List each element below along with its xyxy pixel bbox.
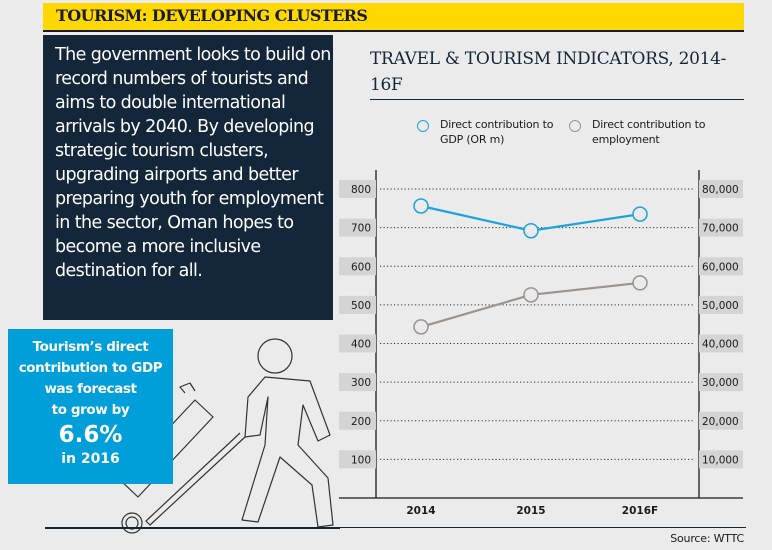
- section-header: TOURISM: DEVELOPING CLUSTERS: [43, 3, 744, 32]
- right-tick-label: 70,000: [702, 223, 739, 235]
- data-point-employment: [413, 319, 429, 335]
- left-tick-label: 200: [351, 416, 371, 428]
- right-tick-bg: [699, 218, 743, 237]
- intro-text: The government looks to build on record …: [55, 45, 331, 281]
- bottom-divider: [330, 527, 746, 528]
- legend-item-employment: Direct contribution to employment: [569, 117, 712, 147]
- left-tick-bg: [339, 218, 376, 237]
- x-tick-label: 2016F: [622, 505, 658, 517]
- gdp-growth-callout: Tourism’s direct contribution to GDP was…: [8, 329, 173, 484]
- data-point-gdp: [632, 206, 648, 222]
- left-tick-label: 500: [351, 300, 371, 312]
- right-tick-label: 20,000: [702, 416, 739, 428]
- callout-line: contribution to GDP: [18, 360, 163, 376]
- left-tick-label: 700: [351, 223, 371, 235]
- left-tick-label: 600: [351, 261, 371, 273]
- x-tick-label: 2015: [516, 505, 545, 517]
- legend-label: Direct contribution to employment: [592, 118, 706, 146]
- callout-value: 6.6%: [58, 422, 123, 448]
- left-tick-bg: [339, 411, 376, 430]
- traveller-with-luggage-icon: [119, 338, 334, 534]
- chart-title: TRAVEL & TOURISM INDICATORS, 2014-16F: [370, 49, 727, 95]
- series-line-employment: [420, 281, 641, 328]
- data-point-employment: [523, 287, 539, 303]
- legend-item-gdp: Direct contribution to GDP (OR m): [417, 117, 560, 147]
- left-tick-bg: [339, 180, 376, 198]
- right-tick-bg: [699, 180, 743, 198]
- right-tick-label: 40,000: [702, 339, 739, 351]
- series-line-gdp: [420, 204, 641, 232]
- left-tick-label: 300: [351, 377, 371, 389]
- left-tick-bg: [339, 257, 376, 276]
- source-note: Source: WTTC: [670, 532, 744, 545]
- left-tick-label: 800: [351, 184, 371, 196]
- right-tick-label: 80,000: [702, 184, 739, 196]
- intro-panel: The government looks to build on record …: [43, 35, 333, 320]
- legend-label: Direct contribution to GDP (OR m): [440, 118, 554, 146]
- section-title: TOURISM: DEVELOPING CLUSTERS: [56, 6, 368, 25]
- data-point-employment: [632, 275, 648, 291]
- callout-line: Tourism’s direct: [32, 339, 149, 355]
- right-tick-bg: [699, 450, 743, 469]
- ground-line: [45, 527, 340, 529]
- left-tick-bg: [339, 450, 376, 469]
- right-tick-bg: [699, 411, 743, 430]
- legend-marker-gdp-icon: [417, 120, 429, 132]
- left-tick-bg: [339, 373, 376, 392]
- x-tick-label: 2014: [406, 505, 435, 517]
- right-tick-bg: [699, 295, 743, 314]
- left-tick-bg: [339, 334, 376, 353]
- right-tick-bg: [699, 334, 743, 353]
- right-tick-label: 50,000: [702, 300, 739, 312]
- data-point-gdp: [523, 222, 539, 239]
- callout-line: to grow by: [51, 402, 130, 418]
- left-tick-label: 400: [351, 339, 371, 351]
- data-point-gdp: [413, 198, 429, 214]
- right-tick-label: 10,000: [702, 454, 739, 466]
- right-tick-bg: [699, 257, 743, 276]
- title-divider: [370, 99, 744, 100]
- right-tick-label: 30,000: [702, 377, 739, 389]
- legend-marker-employment-icon: [569, 120, 581, 132]
- left-tick-bg: [339, 295, 376, 314]
- left-tick-label: 100: [351, 454, 371, 466]
- right-tick-bg: [699, 373, 743, 392]
- callout-line: in 2016: [61, 451, 120, 467]
- callout-line: was forecast: [44, 381, 137, 397]
- right-tick-label: 60,000: [702, 261, 739, 273]
